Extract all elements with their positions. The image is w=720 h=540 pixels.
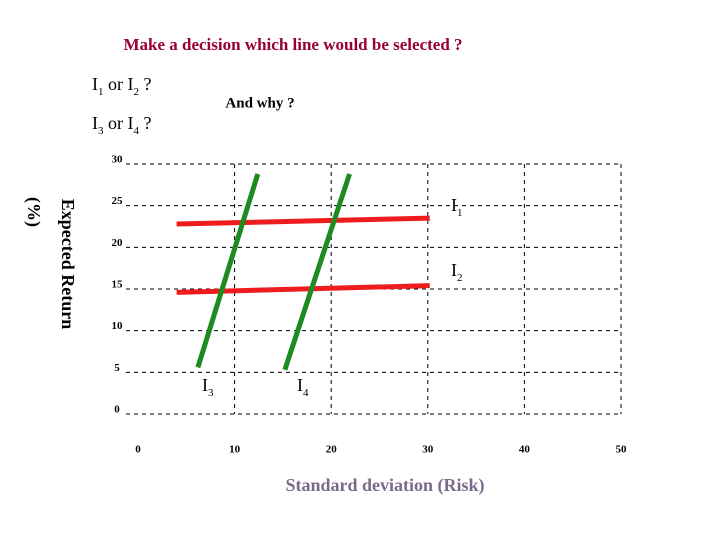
title: Make a decision which line would be sele… bbox=[123, 35, 462, 54]
series-label: I1 bbox=[451, 195, 463, 218]
series-label: I2 bbox=[451, 260, 463, 283]
subscript: 3 bbox=[208, 387, 214, 399]
subscript: 4 bbox=[303, 387, 309, 399]
series-name: I bbox=[451, 260, 457, 280]
question-part: or I bbox=[104, 74, 134, 94]
series-line bbox=[195, 173, 261, 369]
x-tick-label: 40 bbox=[519, 444, 531, 456]
y-tick-label: 25 bbox=[112, 195, 124, 207]
series-name: I bbox=[297, 375, 303, 395]
subscript: 4 bbox=[134, 125, 140, 137]
x-tick-label: 0 bbox=[135, 444, 141, 456]
question-part: I bbox=[92, 113, 98, 133]
y-axis-unit: (%) bbox=[23, 197, 44, 227]
x-tick-label: 50 bbox=[616, 444, 628, 456]
y-tick-label: 0 bbox=[114, 404, 120, 416]
series-label: I3 bbox=[202, 375, 214, 398]
series-line bbox=[282, 173, 352, 371]
question-part: ? bbox=[139, 113, 152, 133]
question: I3 or I4 ? bbox=[92, 113, 152, 136]
y-tick-label: 10 bbox=[112, 320, 124, 332]
series-label: I4 bbox=[297, 375, 309, 398]
subscript: 1 bbox=[457, 207, 463, 219]
subscript: 1 bbox=[98, 86, 104, 98]
note: And why ? bbox=[225, 95, 294, 111]
x-tick-label: 10 bbox=[229, 444, 241, 456]
subscript: 2 bbox=[134, 86, 140, 98]
x-tick-label: 30 bbox=[422, 444, 434, 456]
y-tick-label: 30 bbox=[112, 154, 124, 166]
y-tick-label: 15 bbox=[112, 279, 124, 291]
subscript: 2 bbox=[457, 272, 463, 284]
question-part: or I bbox=[104, 113, 134, 133]
question-part: I bbox=[92, 74, 98, 94]
x-axis-label: Standard deviation (Risk) bbox=[285, 475, 484, 496]
series-line bbox=[176, 215, 430, 227]
y-axis-label: Expected Return bbox=[58, 199, 78, 329]
question-part: ? bbox=[139, 74, 152, 94]
series-name: I bbox=[202, 375, 208, 395]
x-tick-label: 20 bbox=[326, 444, 338, 456]
y-tick-label: 5 bbox=[114, 362, 120, 374]
series-name: I bbox=[451, 195, 457, 215]
y-tick-label: 20 bbox=[112, 237, 124, 249]
series-line bbox=[176, 283, 430, 295]
subscript: 3 bbox=[98, 125, 104, 137]
question: I1 or I2 ? bbox=[92, 74, 152, 97]
